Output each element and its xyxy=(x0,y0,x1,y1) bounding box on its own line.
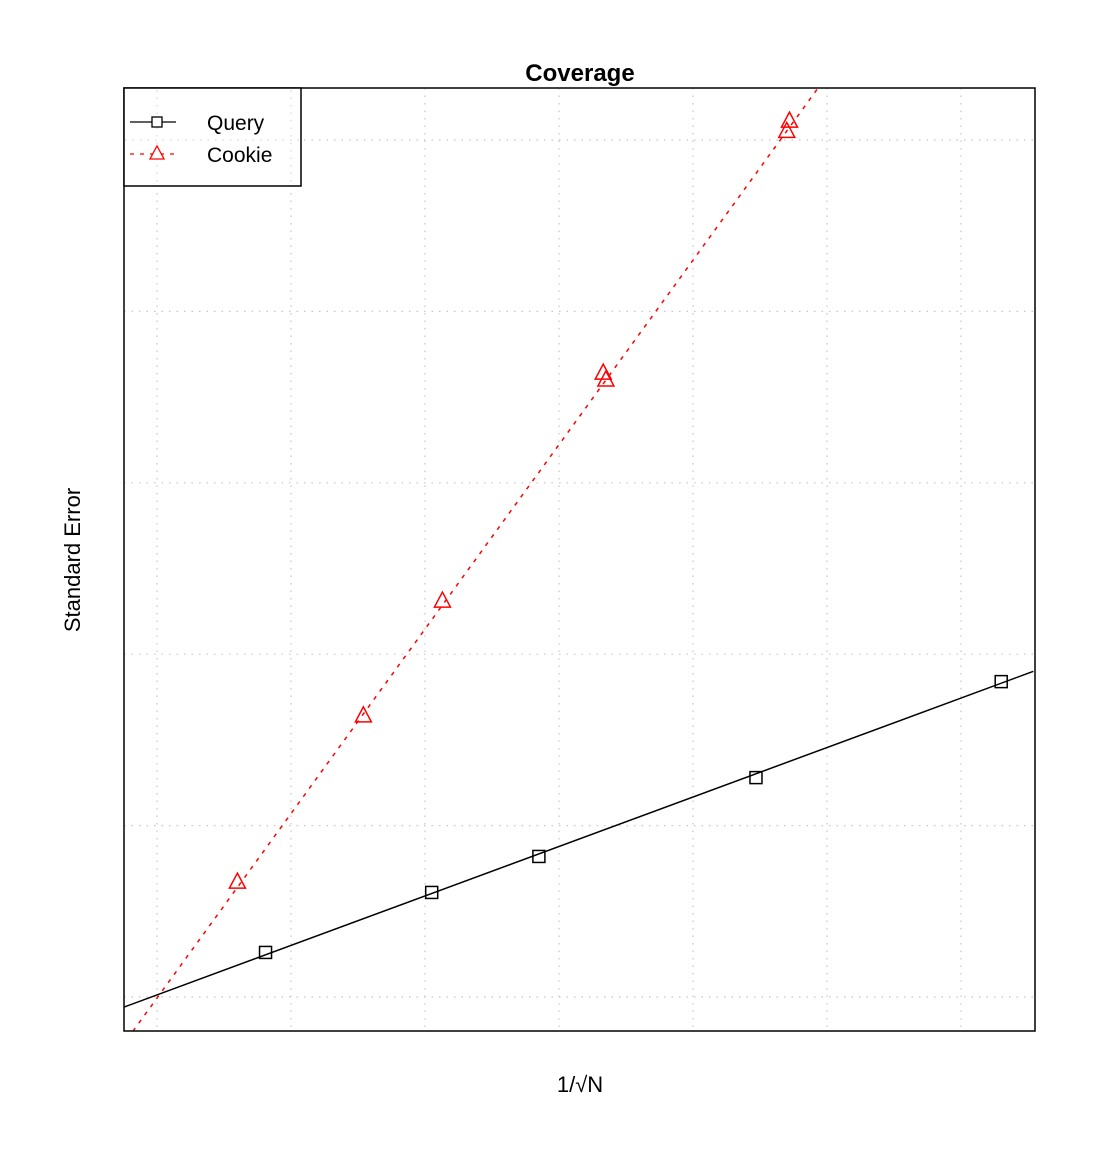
legend-box xyxy=(123,87,302,187)
y-axis-label: Standard Error xyxy=(60,488,85,632)
triangle-marker-icon xyxy=(596,369,616,387)
series-query xyxy=(124,670,1034,1008)
legend-item-cookie: Cookie xyxy=(130,144,272,167)
square-marker-icon xyxy=(532,849,546,864)
x-axis-label: 1/√N xyxy=(557,1072,603,1097)
legend: Query Cookie xyxy=(123,87,302,187)
trend-line xyxy=(124,670,1034,1008)
triangle-marker-icon xyxy=(433,590,452,608)
series-cookie xyxy=(132,88,819,1031)
square-marker-icon xyxy=(994,674,1008,689)
square-marker-icon xyxy=(258,945,273,960)
square-marker-icon xyxy=(749,770,763,785)
legend-label-cookie: Cookie xyxy=(207,144,272,167)
series-layer xyxy=(124,88,1034,1031)
legend-item-query: Query xyxy=(130,112,265,135)
triangle-marker-icon xyxy=(780,110,799,128)
triangle-marker-icon xyxy=(777,120,797,139)
gridlines xyxy=(124,88,1035,1031)
chart-title: Coverage xyxy=(525,60,634,87)
triangle-marker-icon xyxy=(228,871,247,889)
triangle-marker-icon xyxy=(354,705,373,723)
triangle-marker-icon xyxy=(593,362,613,380)
legend-label-query: Query xyxy=(207,112,265,135)
plot-border xyxy=(123,87,1036,1032)
square-marker-icon xyxy=(151,116,163,128)
triangle-marker-icon xyxy=(148,144,166,160)
trend-line xyxy=(132,88,819,1031)
square-marker-icon xyxy=(424,885,439,900)
